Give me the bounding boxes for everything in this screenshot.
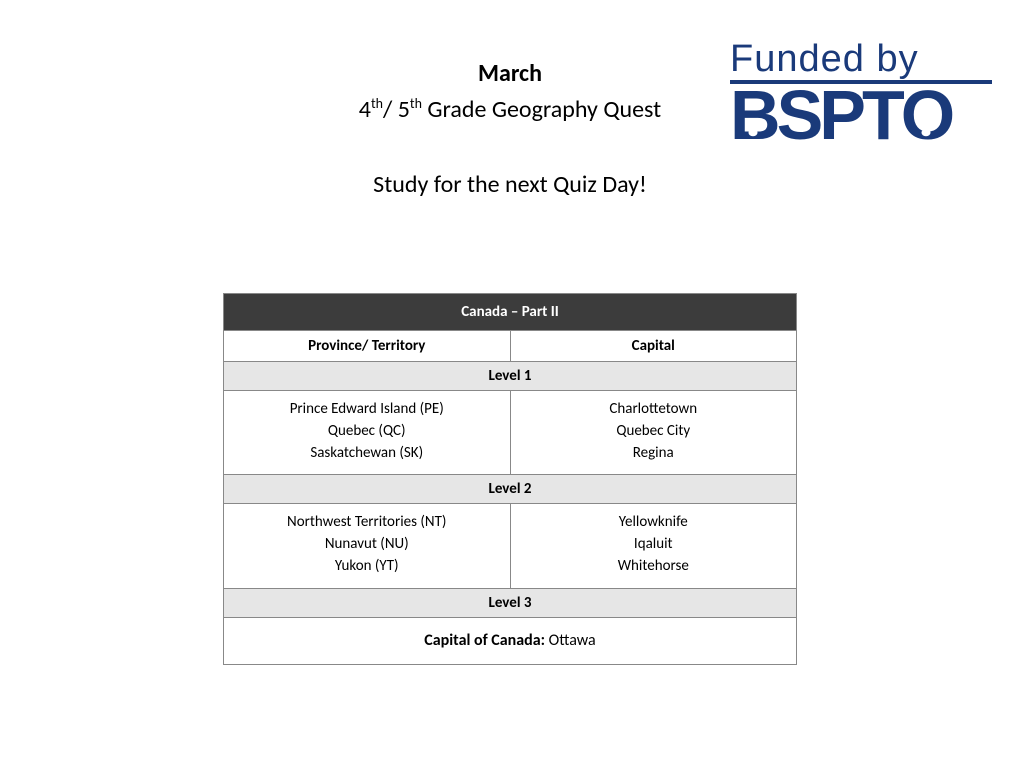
level-2-provinces: Northwest Territories (NT) Nunavut (NU) … xyxy=(224,504,511,588)
logo-brand: B S P T O xyxy=(730,82,992,149)
province-cell: Northwest Territories (NT) xyxy=(224,512,510,534)
final-label: Capital of Canada: xyxy=(424,631,545,650)
capital-cell: Yellowknife xyxy=(511,512,797,534)
table-title-row: Canada – Part II xyxy=(224,294,797,331)
level-3-row: Level 3 xyxy=(224,588,797,617)
province-cell: Nunavut (NU) xyxy=(224,534,510,556)
level-3-label: Level 3 xyxy=(224,588,797,617)
logo-letter-t: T xyxy=(862,82,901,149)
capital-cell: Whitehorse xyxy=(511,556,797,578)
final-row: Capital of Canada: Ottawa xyxy=(224,617,797,664)
capital-cell: Iqaluit xyxy=(511,534,797,556)
grade-4-sup: th xyxy=(371,95,383,112)
capital-cell: Charlottetown xyxy=(511,399,797,421)
province-cell: Saskatchewan (SK) xyxy=(224,443,510,465)
paw-icon xyxy=(832,121,850,139)
col-province-header: Province/ Territory xyxy=(224,331,511,362)
grade-4: 4 xyxy=(359,95,371,124)
level-1-data: Prince Edward Island (PE) Quebec (QC) Sa… xyxy=(224,391,797,475)
grade-5: 5 xyxy=(398,95,410,124)
final-cell: Capital of Canada: Ottawa xyxy=(224,617,797,664)
geography-table: Canada – Part II Province/ Territory Cap… xyxy=(223,293,797,665)
grade-sep: / xyxy=(383,95,398,124)
level-2-label: Level 2 xyxy=(224,475,797,504)
level-2-data: Northwest Territories (NT) Nunavut (NU) … xyxy=(224,504,797,588)
paw-icon xyxy=(744,121,762,139)
funded-by-logo: Funded by B S P T O xyxy=(730,40,992,149)
province-cell: Quebec (QC) xyxy=(224,421,510,443)
logo-letter-o: O xyxy=(901,82,951,149)
level-1-row: Level 1 xyxy=(224,362,797,391)
capital-cell: Regina xyxy=(511,443,797,465)
logo-letter-p: P xyxy=(819,82,862,149)
level-2-capitals: Yellowknife Iqaluit Whitehorse xyxy=(510,504,797,588)
province-cell: Yukon (YT) xyxy=(224,556,510,578)
header-study-line: Study for the next Quiz Day! xyxy=(0,169,1020,201)
grade-5-sup: th xyxy=(410,95,422,112)
level-2-row: Level 2 xyxy=(224,475,797,504)
capital-cell: Quebec City xyxy=(511,421,797,443)
col-capital-header: Capital xyxy=(510,331,797,362)
level-1-label: Level 1 xyxy=(224,362,797,391)
level-1-provinces: Prince Edward Island (PE) Quebec (QC) Sa… xyxy=(224,391,511,475)
logo-letter-b: B xyxy=(730,82,777,149)
paw-icon xyxy=(917,121,935,139)
table-title: Canada – Part II xyxy=(224,294,797,331)
province-cell: Prince Edward Island (PE) xyxy=(224,399,510,421)
grade-suffix: Grade Geography Quest xyxy=(422,95,661,124)
final-value: Ottawa xyxy=(545,631,596,650)
logo-letter-s: S xyxy=(777,82,820,149)
table-header-row: Province/ Territory Capital xyxy=(224,331,797,362)
level-1-capitals: Charlottetown Quebec City Regina xyxy=(510,391,797,475)
